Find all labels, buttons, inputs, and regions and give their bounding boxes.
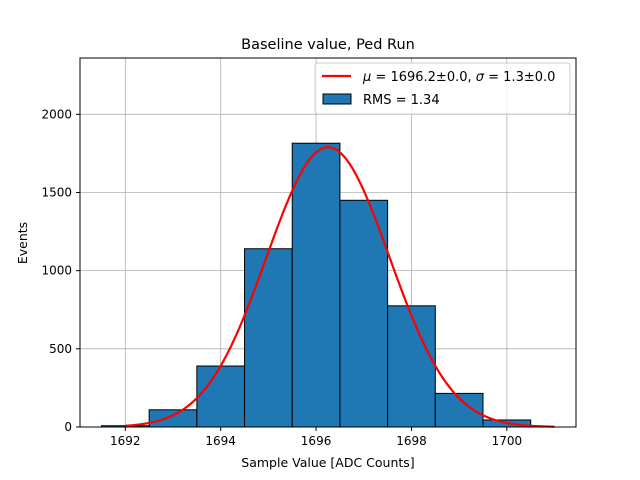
x-tick-label: 1698 <box>396 434 427 448</box>
plot-frame <box>79 57 577 428</box>
legend-sigma-value: = 1.3±0.0 <box>484 70 555 85</box>
x-tick-label: 1700 <box>492 434 523 448</box>
legend: μ = 1696.2±0.0, σ = 1.3±0.0 RMS = 1.34 <box>314 62 571 115</box>
y-tick-label: 0 <box>64 420 72 434</box>
y-tick-label: 2000 <box>41 107 72 121</box>
legend-box <box>314 62 571 115</box>
fit-curve <box>125 146 555 428</box>
legend-hist-swatch <box>322 93 352 105</box>
histogram-bar <box>196 365 246 428</box>
legend-sigma-symbol: σ <box>476 70 485 85</box>
y-axis-ticks: 0 500 1000 1500 2000 <box>41 107 80 434</box>
legend-mu-value: = 1696.2±0.0, <box>371 70 475 85</box>
y-tick-label: 1500 <box>41 185 72 199</box>
legend-fit-label: μ = 1696.2±0.0, σ = 1.3±0.0 <box>362 70 555 85</box>
legend-hist-label: RMS = 1.34 <box>363 93 440 108</box>
y-tick-label: 500 <box>49 342 72 356</box>
chart-title: Baseline value, Ped Run <box>241 37 415 53</box>
x-axis-ticks: 1692 1694 1696 1698 1700 <box>110 427 522 448</box>
histogram-bar <box>244 248 293 428</box>
histogram-bars <box>100 142 532 428</box>
histogram-bar <box>339 199 389 428</box>
histogram-bar <box>387 305 436 428</box>
legend-mu-symbol: μ <box>362 70 371 85</box>
histogram-bar <box>291 142 341 428</box>
histogram-bar <box>148 409 198 428</box>
x-tick-label: 1692 <box>110 434 141 448</box>
x-tick-label: 1694 <box>205 434 236 448</box>
x-axis-label: Sample Value [ADC Counts] <box>241 455 414 470</box>
y-tick-label: 1000 <box>41 264 72 278</box>
x-tick-label: 1696 <box>301 434 332 448</box>
y-axis-label: Events <box>15 222 30 264</box>
